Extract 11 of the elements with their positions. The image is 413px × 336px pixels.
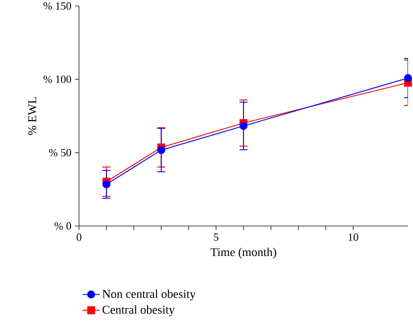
legend-label: Non central obesity <box>102 290 196 300</box>
legend-label: Central obesity <box>102 305 175 316</box>
x-tick-label: 5 <box>214 234 218 241</box>
y-tick-label: % 50 <box>49 148 72 156</box>
x-tick-label: 0 <box>76 234 82 241</box>
y-tick-label: % 150 <box>44 2 72 10</box>
x-tick-label: 10 <box>348 234 358 241</box>
y-axis-title: % EWL <box>28 97 36 136</box>
y-tick-label: % 100 <box>44 76 72 84</box>
y-tick-label: % 0 <box>54 222 72 230</box>
x-axis-title: Time (month) <box>210 248 276 259</box>
